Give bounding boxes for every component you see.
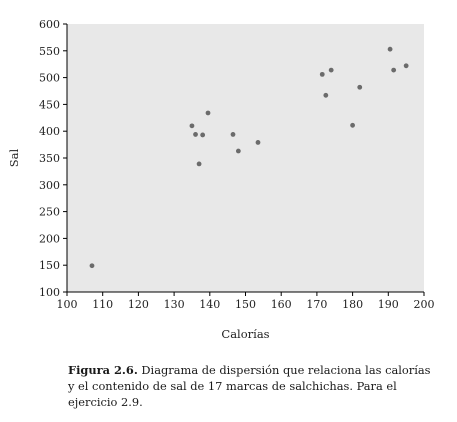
data-points [89, 46, 409, 269]
y-tick-label: 100 [39, 286, 60, 299]
x-axis-title: Calorías [221, 327, 269, 341]
x-tick-label: 170 [306, 298, 327, 311]
y-tick-label: 450 [39, 98, 60, 111]
data-point [89, 263, 95, 269]
y-tick-label: 600 [39, 18, 60, 31]
scatter-chart: 100 150 200 250 300 350 400 450 500 550 600 100 110… [7, 18, 435, 341]
figure-caption: Figura 2.6. Diagrama de dispersión que r… [68, 362, 438, 410]
figure-caption-text: Diagrama de dispersión que relaciona las… [68, 363, 431, 409]
data-point [200, 132, 206, 138]
y-tick-label: 200 [39, 232, 60, 245]
data-point [205, 110, 211, 116]
y-axis-ticks: 100 150 200 250 300 350 400 450 500 550 600 [39, 18, 67, 299]
data-point [255, 140, 261, 145]
data-point [189, 123, 195, 129]
x-axis-ticks: 100 110 120 130 140 150 160 170 180 190 200 [57, 292, 435, 311]
x-tick-label: 160 [271, 298, 292, 311]
x-tick-label: 120 [128, 298, 149, 311]
y-tick-label: 400 [39, 125, 60, 138]
y-axis-title: Sal [7, 148, 21, 167]
data-point [196, 161, 202, 167]
x-tick-label: 140 [199, 298, 220, 311]
y-tick-label: 350 [39, 152, 60, 165]
figure-label: Figura 2.6. [68, 363, 138, 377]
y-tick-label: 150 [39, 259, 60, 272]
data-point [193, 132, 198, 137]
x-tick-label: 100 [57, 298, 78, 311]
x-tick-label: 110 [92, 298, 113, 311]
data-point [357, 84, 363, 90]
x-tick-label: 190 [378, 298, 399, 311]
y-tick-label: 500 [39, 72, 60, 85]
y-tick-label: 300 [39, 179, 60, 192]
data-point [391, 67, 397, 73]
plot-area [67, 24, 424, 292]
y-tick-label: 550 [39, 45, 60, 58]
data-point [235, 148, 241, 154]
data-point [319, 71, 325, 77]
x-tick-label: 180 [342, 298, 363, 311]
data-point [403, 63, 409, 69]
data-point [230, 132, 236, 137]
x-tick-label: 200 [414, 298, 435, 311]
x-tick-label: 150 [235, 298, 256, 311]
y-tick-label: 250 [39, 206, 60, 219]
x-tick-label: 130 [164, 298, 185, 311]
data-point [323, 92, 329, 98]
data-point [387, 46, 393, 52]
data-point [328, 67, 334, 73]
data-point [350, 122, 355, 128]
